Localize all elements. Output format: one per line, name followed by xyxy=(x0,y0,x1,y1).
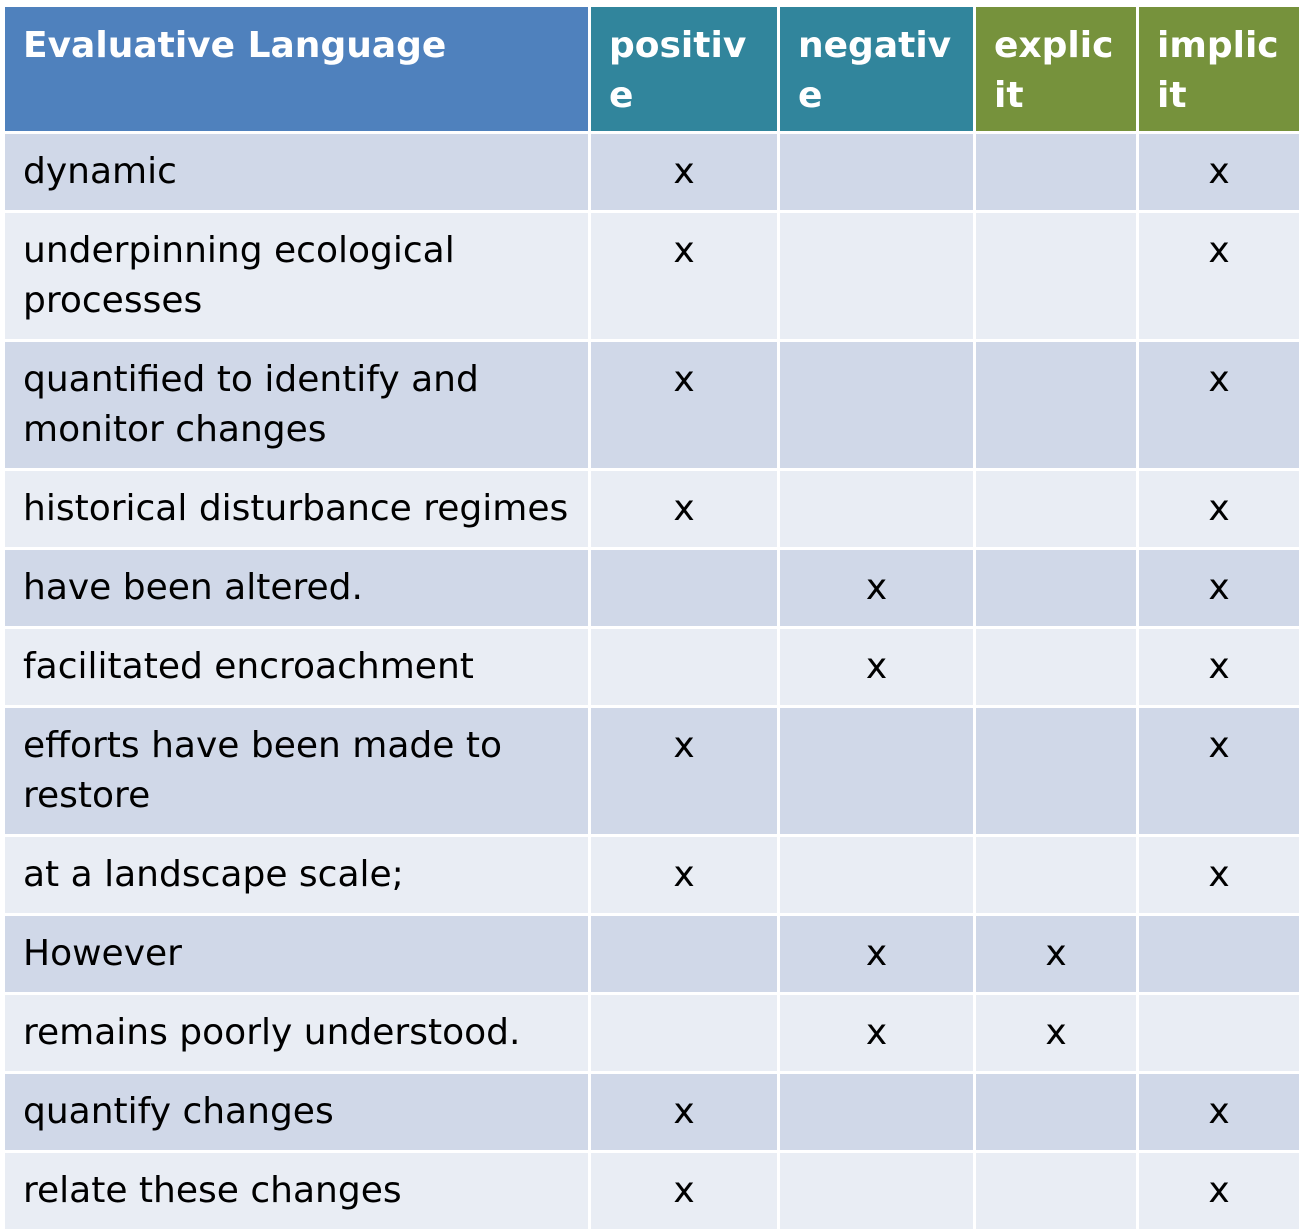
table-row: efforts have been made to restore x x xyxy=(5,708,1299,834)
cell-implicit: x xyxy=(1139,837,1299,913)
cell-explicit xyxy=(976,708,1136,834)
cell-implicit: x xyxy=(1139,471,1299,547)
header-positive: positive xyxy=(591,7,777,131)
cell-negative xyxy=(780,837,973,913)
cell-negative: x xyxy=(780,550,973,626)
cell-negative xyxy=(780,1074,973,1150)
cell-positive xyxy=(591,629,777,705)
table-body: dynamic x x underpinning ecological process… xyxy=(5,134,1299,1229)
table-row: facilitated encroachment x x xyxy=(5,629,1299,705)
table-row: dynamic x x xyxy=(5,134,1299,210)
cell-explicit xyxy=(976,837,1136,913)
cell-implicit: x xyxy=(1139,1074,1299,1150)
cell-positive xyxy=(591,550,777,626)
cell-implicit: x xyxy=(1139,134,1299,210)
cell-positive xyxy=(591,916,777,992)
table-row: have been altered. x x xyxy=(5,550,1299,626)
cell-explicit xyxy=(976,471,1136,547)
table-row: However x x xyxy=(5,916,1299,992)
cell-explicit xyxy=(976,342,1136,468)
cell-negative: x xyxy=(780,916,973,992)
cell-negative xyxy=(780,471,973,547)
cell-implicit xyxy=(1139,916,1299,992)
cell-explicit: x xyxy=(976,916,1136,992)
cell-implicit: x xyxy=(1139,708,1299,834)
cell-explicit xyxy=(976,1153,1136,1229)
cell-positive: x xyxy=(591,342,777,468)
table-row: underpinning ecological processes x x xyxy=(5,213,1299,339)
cell-positive: x xyxy=(591,471,777,547)
cell-negative xyxy=(780,342,973,468)
header-explicit: explicit xyxy=(976,7,1136,131)
cell-explicit xyxy=(976,134,1136,210)
table-header-row: Evaluative Language positive negative ex… xyxy=(5,7,1299,131)
row-label: However xyxy=(5,916,588,992)
cell-explicit xyxy=(976,213,1136,339)
cell-positive xyxy=(591,995,777,1071)
cell-implicit: x xyxy=(1139,1153,1299,1229)
cell-positive: x xyxy=(591,213,777,339)
cell-implicit: x xyxy=(1139,213,1299,339)
row-label: quantify changes xyxy=(5,1074,588,1150)
table-row: quantified to identify and monitor chang… xyxy=(5,342,1299,468)
row-label: at a landscape scale; xyxy=(5,837,588,913)
table-row: historical disturbance regimes x x xyxy=(5,471,1299,547)
row-label: have been altered. xyxy=(5,550,588,626)
cell-negative xyxy=(780,213,973,339)
header-implicit: implicit xyxy=(1139,7,1299,131)
row-label: facilitated encroachment xyxy=(5,629,588,705)
row-label: historical disturbance regimes xyxy=(5,471,588,547)
row-label: dynamic xyxy=(5,134,588,210)
cell-explicit: x xyxy=(976,995,1136,1071)
cell-positive: x xyxy=(591,708,777,834)
cell-negative: x xyxy=(780,629,973,705)
header-negative: negative xyxy=(780,7,973,131)
row-label: quantified to identify and monitor chang… xyxy=(5,342,588,468)
row-label: efforts have been made to restore xyxy=(5,708,588,834)
row-label: remains poorly understood. xyxy=(5,995,588,1071)
cell-negative xyxy=(780,134,973,210)
row-label: relate these changes xyxy=(5,1153,588,1229)
cell-implicit: x xyxy=(1139,342,1299,468)
row-label: underpinning ecological processes xyxy=(5,213,588,339)
cell-negative xyxy=(780,1153,973,1229)
cell-explicit xyxy=(976,629,1136,705)
cell-implicit: x xyxy=(1139,550,1299,626)
header-evaluative-language: Evaluative Language xyxy=(5,7,588,131)
cell-explicit xyxy=(976,550,1136,626)
cell-explicit xyxy=(976,1074,1136,1150)
cell-negative: x xyxy=(780,995,973,1071)
evaluative-language-table: Evaluative Language positive negative ex… xyxy=(2,4,1302,1232)
cell-positive: x xyxy=(591,1153,777,1229)
cell-positive: x xyxy=(591,837,777,913)
table-row: relate these changes x x xyxy=(5,1153,1299,1229)
cell-negative xyxy=(780,708,973,834)
cell-positive: x xyxy=(591,134,777,210)
evaluative-language-table-container: Evaluative Language positive negative ex… xyxy=(2,4,1302,1232)
table-row: at a landscape scale; x x xyxy=(5,837,1299,913)
cell-implicit: x xyxy=(1139,629,1299,705)
table-row: remains poorly understood. x x xyxy=(5,995,1299,1071)
cell-positive: x xyxy=(591,1074,777,1150)
table-row: quantify changes x x xyxy=(5,1074,1299,1150)
cell-implicit xyxy=(1139,995,1299,1071)
